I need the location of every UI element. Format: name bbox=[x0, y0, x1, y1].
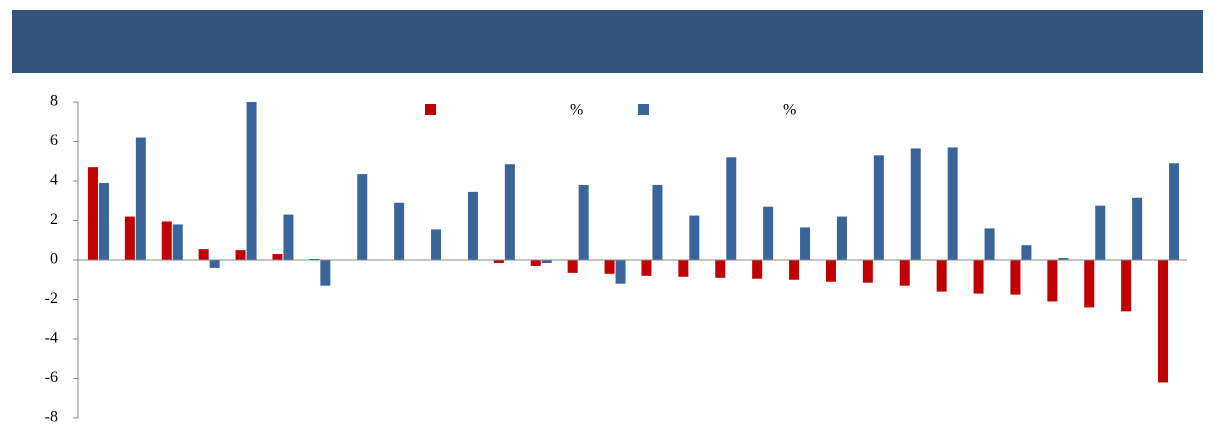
bar bbox=[578, 184, 589, 260]
bar bbox=[198, 249, 209, 260]
bar bbox=[541, 260, 552, 263]
bar bbox=[947, 147, 958, 260]
bar bbox=[431, 229, 442, 260]
bar bbox=[172, 224, 183, 260]
bar bbox=[1169, 163, 1180, 260]
bar bbox=[504, 164, 515, 260]
bar bbox=[936, 260, 947, 292]
bar bbox=[604, 260, 615, 274]
bar bbox=[984, 228, 995, 260]
bar bbox=[1121, 260, 1132, 312]
bar bbox=[1047, 260, 1058, 302]
bar bbox=[283, 214, 294, 260]
y-tick-label: 0 bbox=[50, 251, 58, 268]
bar bbox=[789, 260, 800, 280]
bar bbox=[1010, 260, 1021, 295]
header-bar bbox=[12, 10, 1203, 73]
bar bbox=[161, 221, 172, 260]
bar bbox=[1021, 245, 1032, 260]
bar bbox=[763, 206, 774, 260]
bar bbox=[615, 260, 626, 284]
bar bbox=[98, 182, 109, 260]
bar bbox=[641, 260, 652, 276]
y-tick-label: 2 bbox=[50, 211, 58, 228]
bar bbox=[1095, 205, 1106, 260]
y-tick-label: -4 bbox=[45, 330, 58, 347]
y-tick-label: -6 bbox=[45, 369, 58, 386]
y-tick-label: -2 bbox=[45, 290, 58, 307]
bar bbox=[493, 260, 504, 263]
bar bbox=[467, 191, 478, 260]
bar bbox=[825, 260, 836, 282]
y-tick-label: 6 bbox=[50, 132, 58, 149]
bar bbox=[394, 202, 405, 260]
bar bbox=[752, 260, 763, 279]
bar bbox=[246, 102, 257, 260]
y-tick-label: 8 bbox=[50, 93, 58, 110]
bar bbox=[1132, 197, 1143, 260]
bar bbox=[567, 260, 578, 273]
bar bbox=[689, 215, 700, 260]
bar bbox=[235, 250, 246, 260]
bar bbox=[87, 167, 98, 260]
bar bbox=[873, 155, 884, 260]
bar bbox=[272, 254, 283, 260]
bar bbox=[973, 260, 984, 294]
bar bbox=[678, 260, 689, 277]
legend-label: % bbox=[783, 102, 796, 119]
bar bbox=[899, 260, 910, 286]
legend-swatch bbox=[425, 104, 436, 115]
bar bbox=[530, 260, 541, 266]
bar bbox=[800, 227, 811, 260]
legend-swatch bbox=[638, 104, 649, 115]
bar bbox=[357, 174, 368, 260]
bar bbox=[715, 260, 726, 278]
bar bbox=[862, 260, 873, 283]
y-tick-label: -8 bbox=[45, 409, 58, 426]
bar bbox=[726, 157, 737, 260]
bar bbox=[652, 184, 663, 260]
bar bbox=[124, 216, 135, 260]
bar bbox=[209, 260, 220, 268]
bar bbox=[1058, 258, 1069, 260]
bar bbox=[910, 148, 921, 260]
bar bbox=[135, 137, 146, 260]
bar bbox=[1084, 260, 1095, 308]
legend-label: % bbox=[570, 102, 583, 119]
bar bbox=[1158, 260, 1169, 383]
bar bbox=[836, 216, 847, 260]
y-tick-label: 4 bbox=[50, 172, 58, 189]
bar bbox=[320, 260, 331, 286]
